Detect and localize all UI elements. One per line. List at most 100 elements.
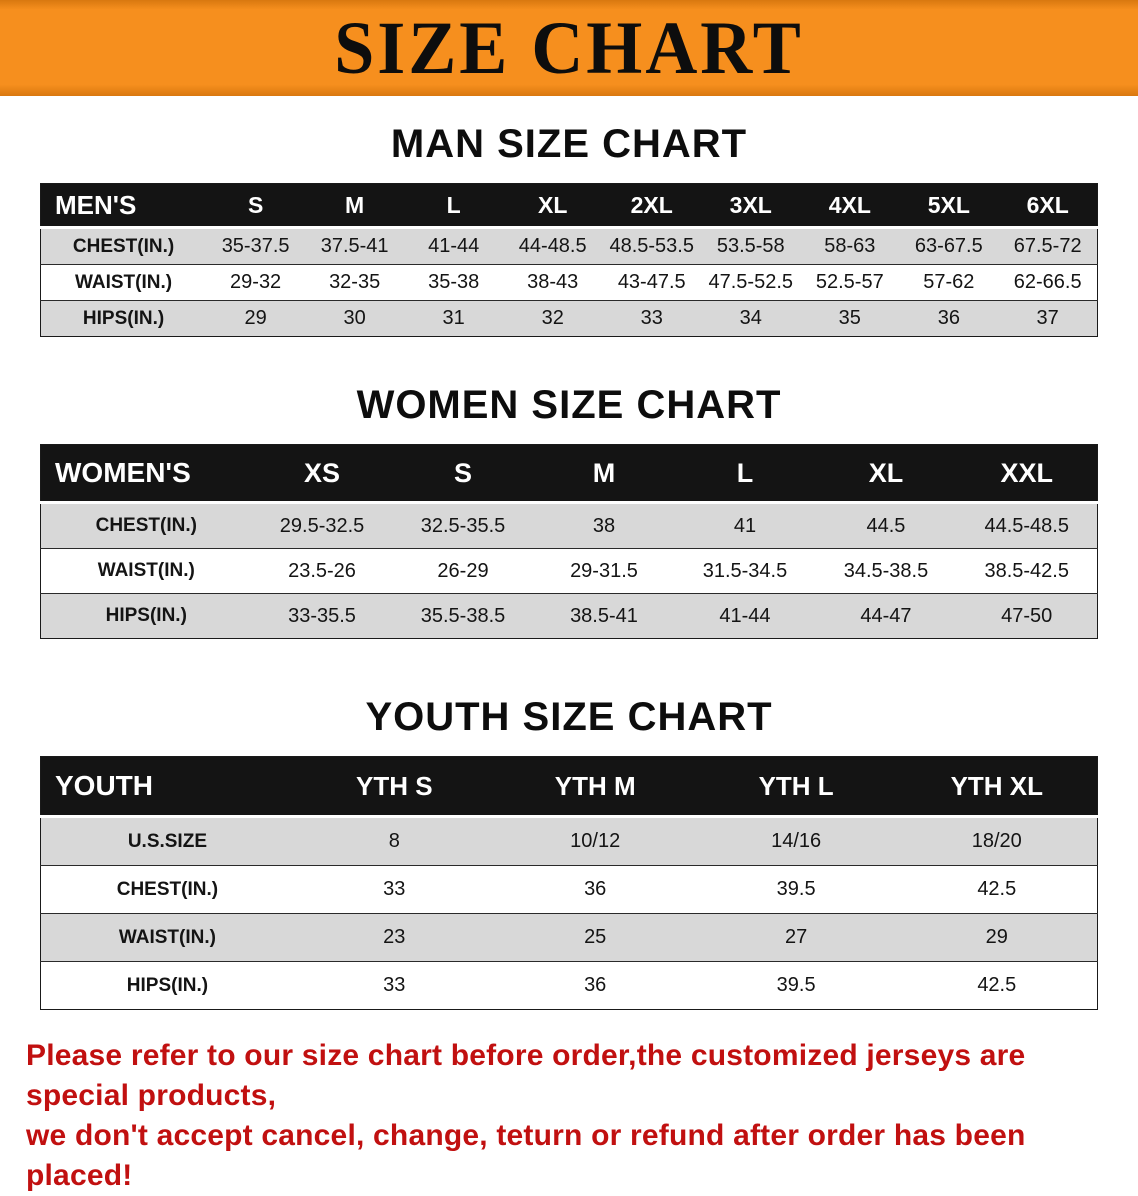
size-value-cell: 30 (305, 300, 405, 337)
size-value-cell: 67.5-72 (998, 227, 1098, 265)
size-column-header: 6XL (998, 183, 1098, 229)
table-row: WAIST(IN.) 23.5-26 26-29 29-31.5 31.5-34.5 34… (40, 548, 1098, 594)
size-value-cell: 36 (494, 865, 696, 914)
size-value-cell: 41-44 (404, 227, 504, 265)
row-label: U.S.SIZE (40, 816, 294, 866)
size-value-cell: 33 (602, 300, 702, 337)
size-value-cell: 33-35.5 (251, 593, 393, 639)
size-column-header: YTH M (494, 756, 696, 818)
size-value-cell: 35.5-38.5 (392, 593, 534, 639)
size-column-header: XL (815, 444, 957, 504)
table-row: WAIST(IN.) 29-32 32-35 35-38 38-43 43-47.5 47.… (40, 264, 1098, 301)
order-policy-note: Please refer to our size chart before or… (0, 1036, 1138, 1196)
table-row: HIPS(IN.) 33-35.5 35.5-38.5 38.5-41 41-44 44-… (40, 593, 1098, 639)
size-value-cell: 41 (674, 502, 816, 549)
size-value-cell: 44.5-48.5 (956, 502, 1098, 549)
size-value-cell: 33 (293, 865, 495, 914)
size-value-cell: 25 (494, 913, 696, 962)
size-value-cell: 44-47 (815, 593, 957, 639)
size-value-cell: 27 (695, 913, 897, 962)
size-column-header: XL (503, 183, 603, 229)
row-label: HIPS(IN.) (40, 593, 252, 639)
row-label: WAIST(IN.) (40, 548, 252, 594)
size-value-cell: 47-50 (956, 593, 1098, 639)
size-value-cell: 29-32 (206, 264, 306, 301)
table-header-row: MEN'S S M L XL 2XL 3XL 4XL 5XL 6XL (40, 183, 1098, 229)
size-value-cell: 35 (800, 300, 900, 337)
size-column-header: M (533, 444, 675, 504)
size-value-cell: 62-66.5 (998, 264, 1098, 301)
size-column-header: YTH S (293, 756, 495, 818)
size-value-cell: 8 (293, 816, 495, 866)
table-row: CHEST(IN.) 35-37.5 37.5-41 41-44 44-48.5 48.5… (40, 227, 1098, 265)
size-column-header: 4XL (800, 183, 900, 229)
men-section-heading: MAN SIZE CHART (390, 122, 748, 166)
size-value-cell: 42.5 (896, 961, 1098, 1010)
size-value-cell: 44.5 (815, 502, 957, 549)
size-value-cell: 23 (293, 913, 495, 962)
size-value-cell: 37.5-41 (305, 227, 405, 265)
order-policy-line-1: Please refer to our size chart before or… (26, 1039, 1026, 1112)
size-column-header: L (674, 444, 816, 504)
size-value-cell: 63-67.5 (899, 227, 999, 265)
table-row: HIPS(IN.) 33 36 39.5 42.5 (40, 961, 1098, 1010)
size-value-cell: 39.5 (695, 865, 897, 914)
size-value-cell: 53.5-58 (701, 227, 801, 265)
size-value-cell: 32.5-35.5 (392, 502, 534, 549)
table-corner-label: WOMEN'S (40, 444, 252, 504)
women-section-heading: WOMEN SIZE CHART (356, 383, 782, 427)
size-column-header: YTH L (695, 756, 897, 818)
row-label: HIPS(IN.) (40, 300, 207, 337)
size-value-cell: 38.5-42.5 (956, 548, 1098, 594)
row-label: HIPS(IN.) (40, 961, 294, 1010)
size-value-cell: 34 (701, 300, 801, 337)
size-value-cell: 37 (998, 300, 1098, 337)
size-value-cell: 33 (293, 961, 495, 1010)
size-column-header: S (206, 183, 306, 229)
size-value-cell: 47.5-52.5 (701, 264, 801, 301)
table-row: CHEST(IN.) 33 36 39.5 42.5 (40, 865, 1098, 914)
table-header-row: YOUTH YTH S YTH M YTH L YTH XL (40, 756, 1098, 818)
size-value-cell: 38.5-41 (533, 593, 675, 639)
size-value-cell: 42.5 (896, 865, 1098, 914)
size-value-cell: 35-37.5 (206, 227, 306, 265)
row-label: CHEST(IN.) (40, 502, 252, 549)
size-value-cell: 39.5 (695, 961, 897, 1010)
row-label: WAIST(IN.) (40, 913, 294, 962)
size-value-cell: 31 (404, 300, 504, 337)
row-label: CHEST(IN.) (40, 865, 294, 914)
size-value-cell: 38 (533, 502, 675, 549)
table-header-row: WOMEN'S XS S M L XL XXL (40, 444, 1098, 504)
size-value-cell: 32 (503, 300, 603, 337)
youth-size-table: YOUTH YTH S YTH M YTH L YTH XL U.S.SIZE 8 10/12… (40, 756, 1098, 1010)
size-value-cell: 35-38 (404, 264, 504, 301)
size-value-cell: 29 (896, 913, 1098, 962)
size-column-header: 3XL (701, 183, 801, 229)
size-value-cell: 18/20 (896, 816, 1098, 866)
women-size-table: WOMEN'S XS S M L XL XXL CHEST(IN.) 29.5-32.5 32.5… (40, 444, 1098, 639)
men-size-table: MEN'S S M L XL 2XL 3XL 4XL 5XL 6XL CHEST(IN.) 35-37… (40, 183, 1098, 337)
table-row: WAIST(IN.) 23 25 27 29 (40, 913, 1098, 962)
size-column-header: XXL (956, 444, 1098, 504)
table-corner-label: YOUTH (40, 756, 294, 818)
size-value-cell: 14/16 (695, 816, 897, 866)
size-column-header: M (305, 183, 405, 229)
size-column-header: XS (251, 444, 393, 504)
page-title: SIZE CHART (334, 6, 804, 91)
size-value-cell: 52.5-57 (800, 264, 900, 301)
row-label: WAIST(IN.) (40, 264, 207, 301)
size-value-cell: 36 (494, 961, 696, 1010)
size-value-cell: 36 (899, 300, 999, 337)
size-column-header: YTH XL (896, 756, 1098, 818)
size-value-cell: 31.5-34.5 (674, 548, 816, 594)
size-value-cell: 10/12 (494, 816, 696, 866)
size-value-cell: 44-48.5 (503, 227, 603, 265)
table-corner-label: MEN'S (40, 183, 207, 229)
size-value-cell: 32-35 (305, 264, 405, 301)
size-column-header: S (392, 444, 534, 504)
table-row: U.S.SIZE 8 10/12 14/16 18/20 (40, 816, 1098, 866)
size-value-cell: 29-31.5 (533, 548, 675, 594)
size-value-cell: 29.5-32.5 (251, 502, 393, 549)
size-value-cell: 43-47.5 (602, 264, 702, 301)
